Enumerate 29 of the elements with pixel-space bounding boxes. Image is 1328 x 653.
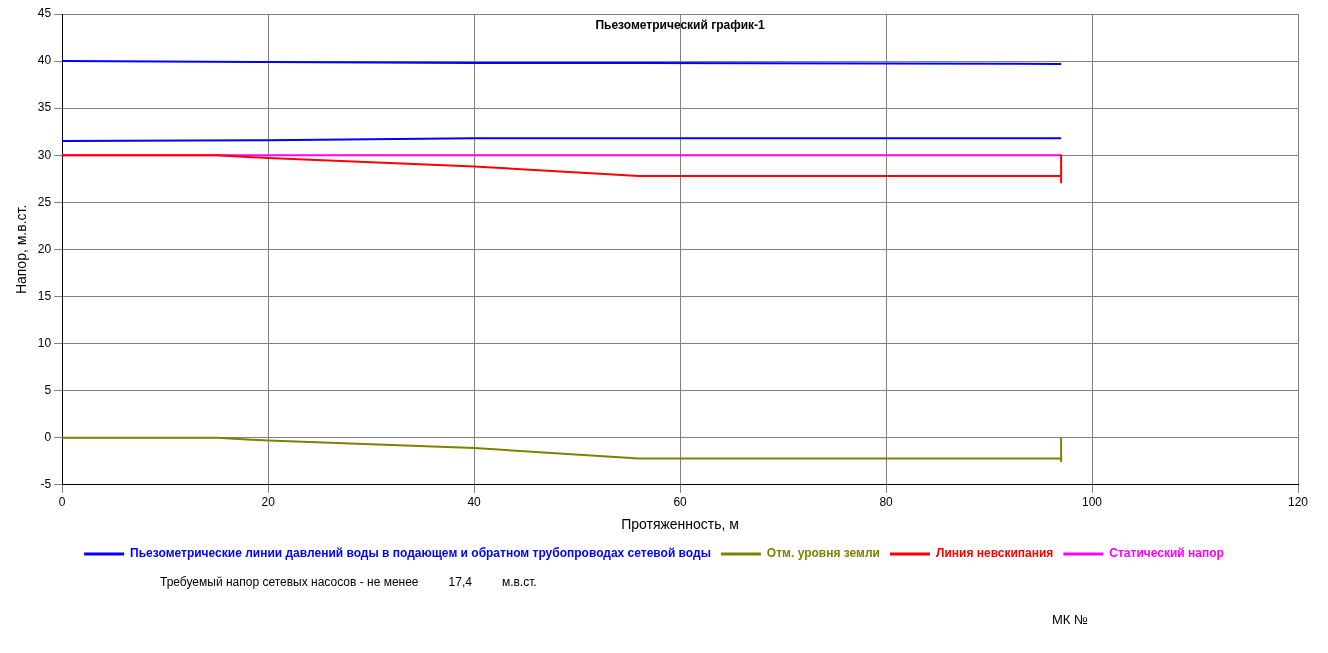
y-tick-label: 35 [37, 100, 52, 115]
text: МК № [1052, 612, 1088, 627]
y-tick-label: 10 [37, 335, 52, 350]
x-tick-label: 100 [1082, 495, 1103, 510]
x-tick-label: 0 [58, 495, 66, 510]
x-axis-title: Протяженность, м [621, 516, 739, 533]
legend-label: Отм. уровня земли [766, 546, 880, 561]
y-axis-title: Напор, м.в.ст. [13, 204, 30, 295]
x-tick-label: 60 [673, 495, 688, 510]
x-tick-label: 120 [1287, 495, 1309, 510]
legend-label: Статический напор [1109, 546, 1224, 561]
legend-label: Линия невскипания [935, 546, 1054, 561]
y-tick-label: 15 [37, 288, 52, 303]
chart-title: Пьезометрический график-1 [595, 18, 766, 33]
y-tick-label: 25 [37, 194, 52, 209]
text: м.в.ст. [501, 575, 537, 589]
x-tick-label: 80 [879, 495, 894, 510]
x-tick-label: 40 [467, 495, 482, 510]
y-tick-label: 20 [37, 241, 52, 256]
text: Требуемый напор сетевых насосов - не менее [160, 575, 419, 589]
y-tick-label: 0 [44, 430, 52, 445]
y-tick-label: 45 [37, 6, 52, 21]
y-tick-label: 40 [37, 53, 52, 68]
legend-label: Пьезометрические линии давлений воды в подающем и обратном трубопроводах сетевой воды [130, 546, 711, 561]
text: 17,4 [448, 575, 472, 589]
x-tick-label: 20 [261, 495, 276, 510]
y-tick-label: 5 [44, 382, 52, 397]
y-tick-label: 30 [37, 147, 52, 162]
y-tick-label: -5 [40, 477, 52, 492]
